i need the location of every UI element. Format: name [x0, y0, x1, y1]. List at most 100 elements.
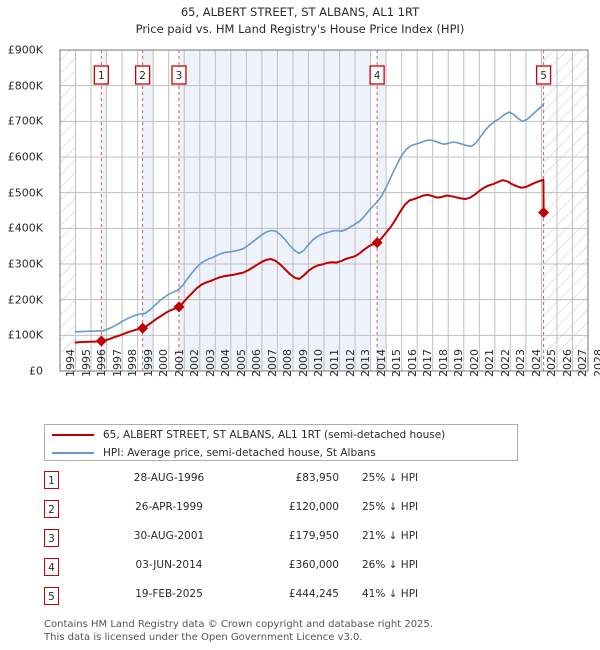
marker-badge-box[interactable]: [93, 65, 109, 85]
y-axis-tick-label: £100K: [7, 328, 43, 342]
x-axis-tick-label: 2021: [483, 349, 497, 377]
y-axis-tick-label: £400K: [7, 221, 43, 235]
x-axis-tick-label: 2008: [281, 349, 295, 377]
transaction-index-badge: 4: [44, 558, 59, 576]
transaction-point[interactable]: [371, 237, 383, 249]
marker-badge-box[interactable]: [134, 65, 151, 85]
forecast-hatch-bands: [60, 50, 588, 371]
grid-lines: [59, 49, 589, 372]
x-axis-tick-label: 2016: [405, 349, 419, 377]
y-axis-tick-label: £0: [29, 364, 43, 378]
shaded-band: [377, 50, 387, 371]
x-axis-tick-label: 2005: [234, 349, 248, 377]
ownership-shaded-bands: [101, 50, 387, 371]
transaction-index-badge: 1: [44, 471, 59, 489]
marker-badge-label: 3: [176, 70, 183, 82]
hpi-price-chart: 1 2 3 4 5: [0, 44, 600, 374]
x-axis-tick-label: 1998: [126, 349, 140, 377]
y-axis-tick-label: £800K: [7, 79, 43, 93]
legend-label-price-paid: 65, ALBERT STREET, ST ALBANS, AL1 1RT (s…: [103, 428, 446, 441]
x-axis-tick-label: 2028: [592, 349, 600, 377]
x-axis-tick-label: 2019: [452, 349, 466, 377]
footer-line-2: This data is licensed under the Open Gov…: [44, 631, 363, 643]
x-axis-tick-label: 2003: [203, 349, 217, 377]
transaction-price: £360,000: [288, 559, 339, 571]
x-axis-tick-label: 2015: [390, 349, 404, 377]
marker-badge-label: 4: [374, 70, 381, 82]
transaction-date: 19-FEB-2025: [135, 588, 203, 600]
y-axis-tick-label: £700K: [7, 114, 43, 128]
shaded-band: [101, 50, 107, 371]
series-line: [74, 102, 545, 333]
x-axis-tick-label: 2023: [514, 349, 528, 377]
x-axis-tick-label: 2017: [421, 349, 435, 377]
y-axis-tick-label: £300K: [7, 257, 43, 271]
y-axis-tick-label: £500K: [7, 186, 43, 200]
transaction-index-badge: 5: [44, 587, 59, 605]
y-axis-tick-label: £200K: [7, 293, 43, 307]
x-axis-tick-label: 2004: [219, 349, 233, 377]
transaction-points: [95, 207, 550, 347]
transaction-badges: 1 2 3 4 5: [93, 65, 552, 85]
x-axis-tick-label: 2013: [359, 349, 373, 377]
legend-swatch-hpi: [52, 451, 94, 454]
x-axis-tick-label: 2018: [436, 349, 450, 377]
transaction-point[interactable]: [137, 322, 149, 334]
transaction-point[interactable]: [173, 301, 185, 313]
plot-border: [59, 49, 589, 372]
legend-label-hpi: HPI: Average price, semi-detached house,…: [103, 446, 376, 459]
transaction-index-badge: 2: [44, 500, 59, 518]
x-axis-tick-label: 2009: [296, 349, 310, 377]
transaction-hpi-delta: 25% ↓ HPI: [362, 501, 419, 513]
transaction-price: £444,245: [288, 588, 339, 600]
x-axis-tick-label: 2011: [328, 349, 341, 377]
transaction-point[interactable]: [538, 207, 550, 219]
x-axis-tick-label: 2012: [343, 349, 357, 377]
transaction-price: £179,950: [288, 530, 339, 542]
x-axis-tick-label: 2020: [467, 349, 481, 377]
x-axis-tick-label: 2001: [172, 349, 186, 377]
x-axis-tick-label: 2010: [312, 349, 326, 377]
x-axis-tick-label: 2024: [529, 349, 543, 377]
transaction-date: 30-AUG-2001: [133, 530, 205, 542]
series-line: [74, 178, 545, 344]
chart-legend: 65, ALBERT STREET, ST ALBANS, AL1 1RT (s…: [44, 424, 518, 461]
x-axis-tick-label: 2007: [265, 349, 279, 377]
hatched-band: [60, 50, 76, 371]
x-axis-tick-label: 2000: [157, 349, 171, 377]
x-axis-tick-label: 1996: [95, 349, 109, 377]
marker-badge-label: 2: [139, 70, 146, 82]
x-axis-tick-label: 1997: [110, 349, 124, 377]
hatched-band: [543, 50, 588, 371]
transaction-hpi-delta: 21% ↓ HPI: [362, 530, 419, 542]
footer-attribution: Contains HM Land Registry data © Crown c…: [44, 619, 564, 644]
title-block: 65, ALBERT STREET, ST ALBANS, AL1 1RT Pr…: [0, 4, 600, 38]
marker-badge-label: 5: [540, 70, 547, 82]
page-title: 65, ALBERT STREET, ST ALBANS, AL1 1RT: [180, 5, 420, 19]
x-axis-tick-label: 2006: [250, 349, 264, 377]
y-axis-tick-label: £600K: [7, 150, 43, 164]
table-row: 1 28-AUG-1996 £83,950 25% ↓ HPI: [44, 468, 524, 497]
chart-plot-area: 1 2 3 4 5 £0 £100K £200K £300K £400K £500K £600K £7…: [0, 43, 600, 378]
marker-badge-box[interactable]: [535, 65, 552, 85]
transaction-date: 26-APR-1999: [135, 501, 203, 513]
x-axis-tick-label: 2025: [545, 349, 559, 377]
marker-badge-box[interactable]: [171, 65, 187, 85]
transaction-hpi-delta: 26% ↓ HPI: [362, 559, 419, 571]
series-lines: [74, 102, 545, 344]
transaction-date: 03-JUN-2014: [135, 559, 203, 571]
legend-item-price-paid: 65, ALBERT STREET, ST ALBANS, AL1 1RT (s…: [45, 426, 517, 443]
transaction-price: £83,950: [295, 472, 339, 484]
y-axis-tick-label: £900K: [7, 43, 43, 57]
transaction-point[interactable]: [95, 335, 107, 347]
transaction-date: 28-AUG-1996: [133, 472, 205, 484]
x-axis-tick-label: 2014: [374, 349, 388, 377]
transaction-index-badge: 3: [44, 529, 59, 547]
transaction-hpi-delta: 41% ↓ HPI: [362, 588, 419, 600]
transaction-hpi-delta: 25% ↓ HPI: [362, 472, 419, 484]
legend-swatch-price-paid: [52, 433, 94, 436]
marker-badge-box[interactable]: [369, 65, 385, 85]
table-row: 2 26-APR-1999 £120,000 25% ↓ HPI: [44, 497, 524, 526]
x-axis-tick-label: 2027: [576, 349, 590, 377]
